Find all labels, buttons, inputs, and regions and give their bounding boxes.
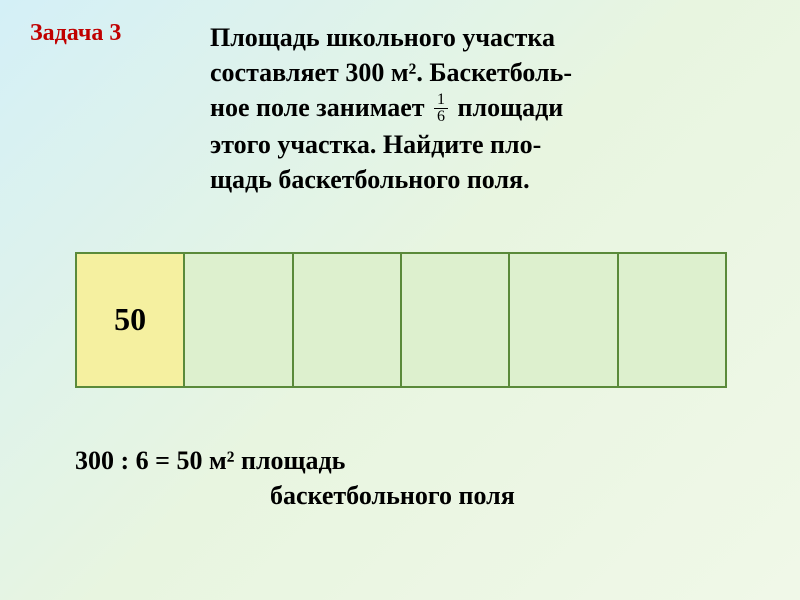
answer-line-2: баскетбольного поля <box>75 481 515 510</box>
answer-text: 300 : 6 = 50 м² площадь баскетбольного п… <box>75 443 800 513</box>
fraction: 16 <box>434 92 448 125</box>
diagram-cell-1: 50 <box>77 254 183 386</box>
problem-line-4: этого участка. Найдите пло- <box>210 130 541 159</box>
fraction-denominator: 6 <box>434 109 448 125</box>
problem-line-3b: площади <box>451 93 563 122</box>
diagram-cell-2 <box>183 254 291 386</box>
diagram-container: 50 <box>75 252 800 388</box>
diagram-cell-5 <box>508 254 616 386</box>
diagram-cell-3 <box>292 254 400 386</box>
diagram-cell-4 <box>400 254 508 386</box>
problem-line-3a: ное поле занимает <box>210 93 431 122</box>
fraction-numerator: 1 <box>434 92 448 109</box>
answer-line-1: 300 : 6 = 50 м² площадь <box>75 446 345 475</box>
problem-line-2: составляет 300 м². Баскетболь- <box>210 58 572 87</box>
problem-line-5: щадь баскетбольного поля. <box>210 165 530 194</box>
task-label: Задача 3 <box>30 20 210 47</box>
diagram-cell-6 <box>617 254 725 386</box>
fraction-bar-diagram: 50 <box>75 252 727 388</box>
problem-text: Площадь школьного участка составляет 300… <box>210 20 770 197</box>
problem-line-1: Площадь школьного участка <box>210 23 555 52</box>
header-row: Задача 3 Площадь школьного участка соста… <box>0 0 800 197</box>
